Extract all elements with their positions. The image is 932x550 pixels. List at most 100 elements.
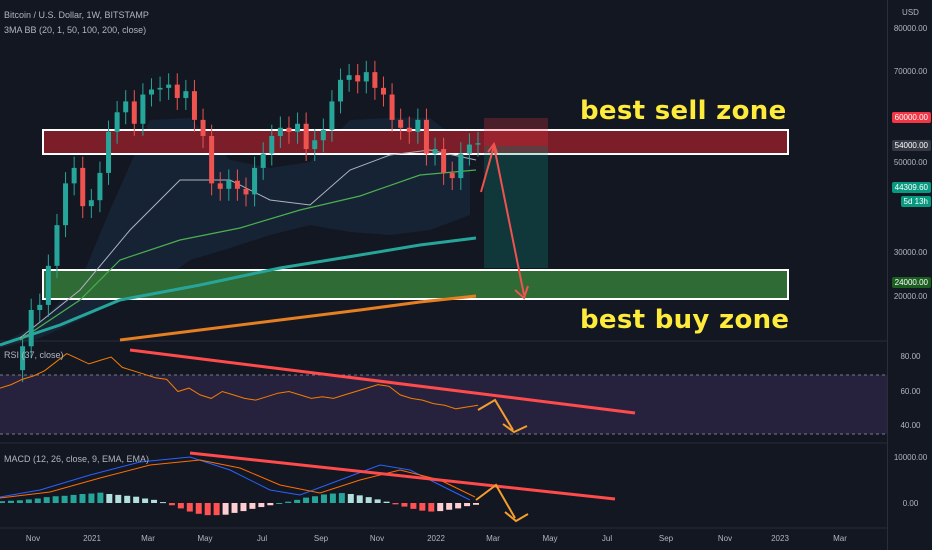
time-tick: Mar xyxy=(141,534,155,543)
rsi-trendline xyxy=(129,348,636,415)
candle-body xyxy=(106,131,112,173)
macd-bar xyxy=(142,498,149,503)
candle-body xyxy=(303,123,309,150)
candle-body xyxy=(423,119,429,154)
macd-bar xyxy=(97,492,104,503)
candle-body xyxy=(475,143,481,145)
candle-body xyxy=(97,172,103,201)
time-tick: Nov xyxy=(369,534,385,543)
macd-bar xyxy=(52,496,59,503)
candle-body xyxy=(458,153,464,179)
macd-arrow xyxy=(475,483,516,519)
candle-body xyxy=(398,119,404,128)
time-tick: Jul xyxy=(256,534,268,543)
candle-body xyxy=(80,167,86,207)
time-tick: 2022 xyxy=(427,534,445,543)
macd-bar xyxy=(213,503,220,516)
time-tick: Mar xyxy=(833,534,847,543)
macd-bar xyxy=(276,503,283,504)
candle-body xyxy=(234,180,240,189)
macd-bar xyxy=(240,503,247,512)
candle-body xyxy=(295,123,301,132)
candle-body xyxy=(200,119,206,136)
rsi-label[interactable]: RSI (37, close) xyxy=(4,350,64,360)
macd-bar xyxy=(43,497,50,503)
macd-bar xyxy=(115,494,122,503)
macd-bar xyxy=(446,503,453,510)
candle-body xyxy=(209,135,215,184)
macd-bar xyxy=(294,499,301,503)
candle-body xyxy=(191,91,197,120)
macd-bar xyxy=(312,496,319,503)
macd-bar xyxy=(383,501,390,503)
macd-bar xyxy=(410,503,417,509)
macd-bar xyxy=(16,500,23,503)
symbol-title: Bitcoin / U.S. Dollar, 1W, BITSTAMP xyxy=(4,10,149,20)
risk-area xyxy=(484,118,548,146)
macd-bar xyxy=(464,503,471,507)
price-tick: 70000.00 xyxy=(893,67,928,76)
macd-bar xyxy=(70,494,77,503)
macd-bar xyxy=(437,503,444,512)
macd-bar xyxy=(177,503,184,509)
candle-body xyxy=(432,149,438,154)
macd-bar xyxy=(392,503,399,505)
candle-body xyxy=(320,129,326,141)
candle-body xyxy=(355,75,361,82)
candle-body xyxy=(346,75,352,80)
last-price-tag: 44309.60 xyxy=(891,182,931,193)
candle-body xyxy=(37,304,43,310)
rsi-tick: 60.00 xyxy=(900,387,921,396)
macd-bar xyxy=(0,501,5,503)
price-tick: 50000.00 xyxy=(893,158,928,167)
macd-label[interactable]: MACD (12, 26, close, 9, EMA, EMA) xyxy=(4,454,150,464)
macd-tick: 10000.00 xyxy=(893,453,928,462)
macd-line xyxy=(0,456,471,501)
candle-body xyxy=(252,167,258,195)
time-tick: Nov xyxy=(25,534,41,543)
chart-canvas[interactable] xyxy=(0,0,887,550)
buy-zone-box xyxy=(42,269,789,300)
candle-body xyxy=(54,225,60,266)
rsi-line xyxy=(0,353,479,410)
macd-bar xyxy=(401,503,408,507)
sell-zone-box xyxy=(42,129,789,155)
price-axis[interactable]: USD 80000.00 70000.00 60000.00 54000.00 … xyxy=(887,0,932,550)
candle-body xyxy=(131,101,137,124)
projection-up-arrow xyxy=(480,145,495,193)
ma-50 xyxy=(19,169,477,341)
price-tag-24000: 24000.00 xyxy=(891,277,931,288)
indicator-label[interactable]: 3MA BB (20, 1, 50, 100, 200, close) xyxy=(4,25,147,35)
macd-bar xyxy=(473,503,479,505)
candle-body xyxy=(380,87,386,95)
reward-area xyxy=(484,146,548,268)
time-tick: Mar xyxy=(486,534,500,543)
candle-body xyxy=(157,87,163,90)
macd-bar xyxy=(79,494,86,503)
candle-body xyxy=(269,135,275,154)
price-tag-60000: 60000.00 xyxy=(891,112,931,123)
macd-bar xyxy=(151,499,158,503)
candle-body xyxy=(338,79,344,102)
candle-body xyxy=(123,101,129,113)
macd-bar xyxy=(186,503,193,512)
macd-bar xyxy=(61,495,68,503)
time-tick: 2021 xyxy=(83,534,101,543)
time-tick: Sep xyxy=(658,534,674,543)
candle-body xyxy=(449,172,455,179)
candle-body xyxy=(20,346,26,371)
bar-countdown: 5d 13h xyxy=(900,196,931,207)
macd-bar xyxy=(168,503,175,506)
buy-zone-label: best buy zone xyxy=(580,305,790,335)
macd-bar xyxy=(88,493,95,503)
macd-bar xyxy=(159,502,166,504)
ma-100 xyxy=(0,236,477,347)
candle-body xyxy=(329,101,335,130)
macd-bar xyxy=(249,503,256,509)
candle-body xyxy=(71,167,77,184)
candle-body xyxy=(148,89,154,95)
candle-body xyxy=(389,94,395,120)
rsi-tick: 40.00 xyxy=(900,421,921,430)
candle-body xyxy=(406,127,412,132)
candle-body xyxy=(312,140,318,150)
